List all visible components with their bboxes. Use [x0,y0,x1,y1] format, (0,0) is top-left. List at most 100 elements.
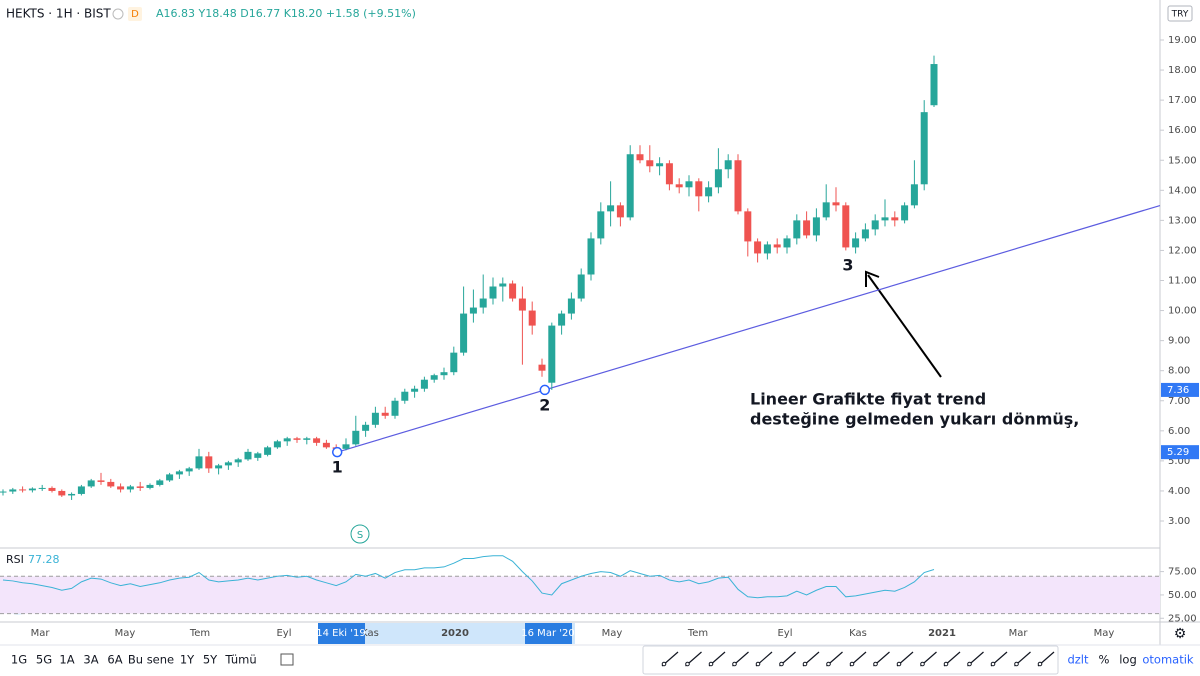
range-button[interactable]: Tümü [224,653,256,667]
candle-body [352,430,360,445]
candle-body [371,412,379,425]
drawing-tool-handle[interactable] [967,661,972,667]
candle-body [656,163,664,167]
range-button[interactable]: 5G [36,653,52,667]
candle-body [783,238,791,248]
candle-body [920,112,928,185]
candle-body [616,205,624,218]
annotation: Lineer Grafikte fiyat trend [750,390,986,409]
date-range-icon[interactable] [280,653,294,666]
candle-body [254,453,262,458]
candle-body [881,217,889,221]
candle-body [224,462,232,466]
candle-body [234,459,242,463]
trendline [337,204,1161,453]
scale-option[interactable]: dzlt [1067,653,1089,667]
drawing-tool-handle[interactable] [685,661,690,667]
range-button[interactable]: 1Y [180,653,195,667]
drawing-tool-handle[interactable] [661,661,667,667]
candle-body [646,160,654,167]
arrow-head [865,270,880,287]
eye-icon[interactable] [112,8,124,20]
x-tick-label: Mar [31,628,51,639]
x-tick-label: Eyl [276,628,291,639]
drawing-tools-panel [642,645,1059,675]
time-range-highlight [318,623,575,644]
scale-option[interactable]: log [1119,653,1137,667]
candle-body [577,274,585,299]
candle-body [107,481,115,487]
x-highlight-label: 16 Mar '20 [521,628,574,639]
range-button[interactable]: Bu sene [128,653,174,667]
candle-body [450,352,458,373]
candle-body [293,438,301,440]
drawing-tool-handle[interactable] [1014,661,1019,667]
y-tick-label: 5.00 [1168,456,1190,467]
candle-body [685,181,693,188]
legend-item: +1.58 (+9.51%) [326,7,416,20]
candle-body [215,465,223,469]
price-mark-label: 5.29 [1167,447,1189,458]
range-button[interactable]: 3A [83,653,98,667]
candle-body [587,238,595,275]
candle-body [48,487,56,491]
drawing-tool-handle[interactable] [1037,661,1043,667]
x-tick-label: May [602,628,623,639]
x-highlight-bg [525,623,572,644]
drawing-tool-handle[interactable] [732,661,737,667]
drawing-tool-handle[interactable] [849,661,855,667]
rsi-tick-label: 75.00 [1168,567,1197,578]
range-button[interactable]: 1G [11,653,27,667]
candle-body [901,205,909,221]
drawing-tool-handle[interactable] [990,661,996,667]
candle-body [499,283,507,287]
candle-body [38,487,46,489]
candle-body [156,480,164,485]
legend-item: K18.20 [284,7,323,20]
candle-body [195,456,203,469]
drawing-tool-handle[interactable] [920,661,925,667]
candle-body [244,451,252,460]
x-tick-label: 2021 [928,628,956,639]
candle-body [0,491,7,493]
dividend-marker[interactable] [350,524,370,544]
candle-body [861,229,869,239]
currency-box[interactable] [1167,5,1193,22]
candle-body [430,375,438,380]
annotation-arrow [867,274,942,378]
trend-anchor[interactable] [539,384,551,396]
range-button[interactable]: 6A [107,653,122,667]
x-tick-label: 2020 [441,628,469,639]
y-tick-label: 13.00 [1168,215,1197,226]
drawing-tool-handle[interactable] [896,661,902,667]
y-tick-label: 11.00 [1168,276,1197,287]
currency[interactable]: TRY [1171,10,1189,20]
scale-option[interactable]: otomatik [1142,653,1194,667]
trend-anchor[interactable] [331,446,343,458]
drawing-tool-handle[interactable] [943,661,949,667]
scale-option[interactable]: % [1099,653,1110,667]
y-tick-label: 14.00 [1168,185,1197,196]
candle-body [489,286,497,299]
price-mark-bg [1161,382,1199,397]
range-button[interactable]: 5Y [203,653,218,667]
drawing-tool-handle[interactable] [826,661,831,667]
y-tick-label: 16.00 [1168,125,1197,136]
candle-body [420,379,428,389]
candle-body [391,400,399,416]
badge-bg [128,7,142,21]
rsi-name: RSI [6,553,24,566]
candle-body [773,244,781,248]
settings-icon[interactable]: ⚙ [1174,626,1187,642]
drawing-tool-handle[interactable] [873,661,878,667]
drawing-tool-handle[interactable] [708,661,714,667]
drawing-tool-handle[interactable] [755,661,761,667]
candle-body [744,211,752,242]
range-button[interactable]: 1A [59,653,74,667]
drawing-tool-handle[interactable] [779,661,784,667]
drawing-tool-handle[interactable] [802,661,808,667]
candle-body [607,205,615,212]
point-label: 3 [842,256,853,275]
y-tick-label: 15.00 [1168,155,1197,166]
candle-body [166,474,174,481]
